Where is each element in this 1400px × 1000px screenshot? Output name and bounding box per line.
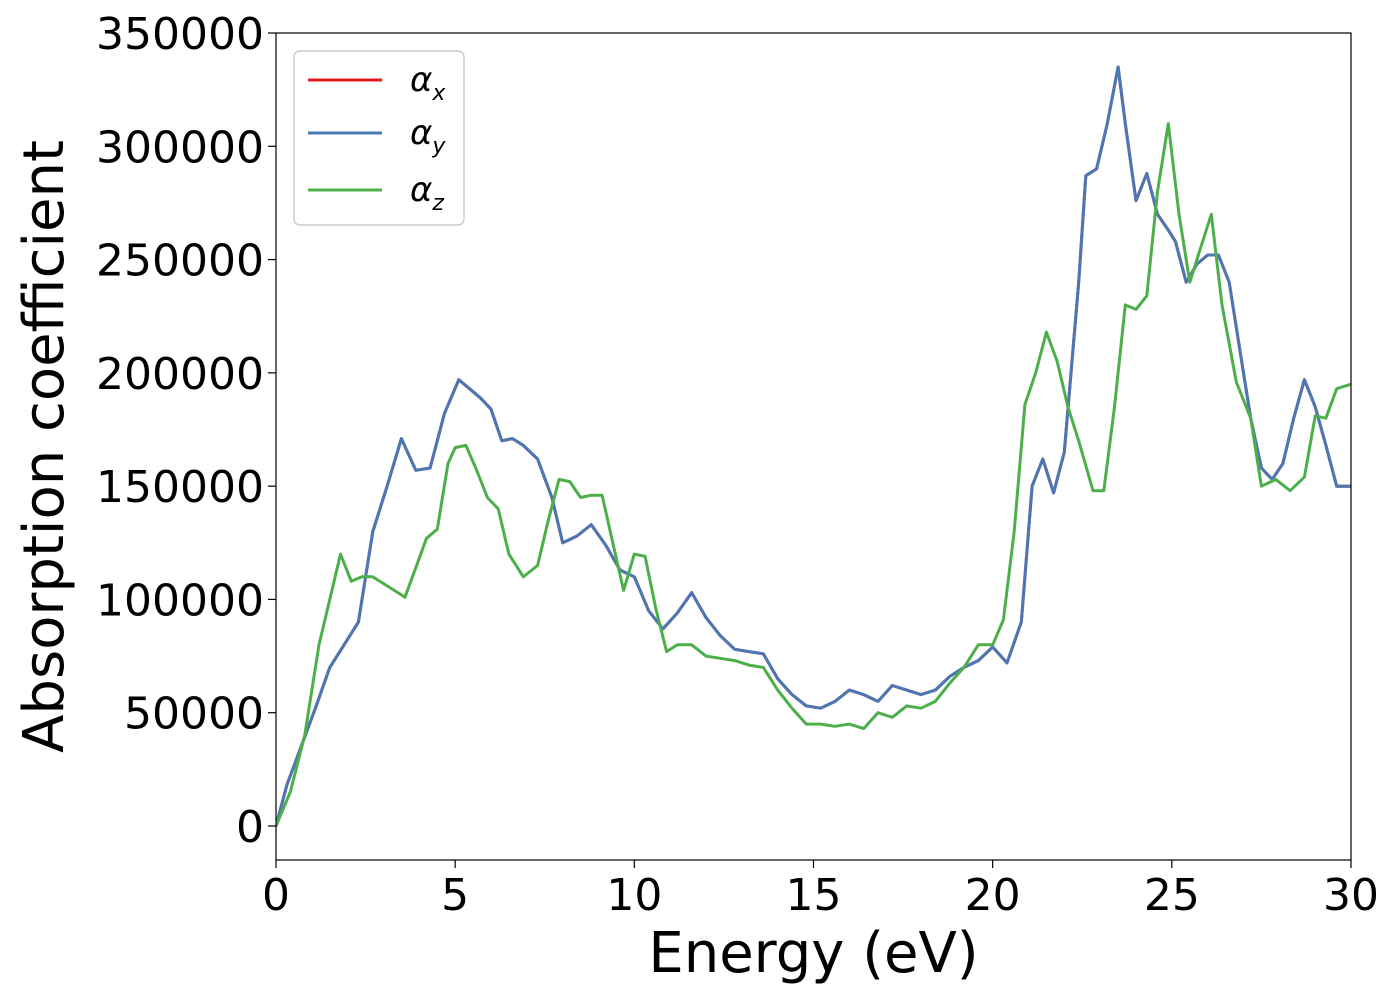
- legend-box: [293, 50, 465, 226]
- y-tick-label: 350000: [96, 9, 264, 60]
- y-tick-label: 250000: [96, 236, 264, 287]
- x-tick-label: 5: [441, 870, 469, 921]
- legend: αx αy αz: [293, 50, 465, 226]
- y-tick-label: 100000: [96, 575, 264, 626]
- x-axis-label: Energy (eV): [648, 921, 978, 986]
- y-tick-label: 0: [236, 802, 264, 853]
- legend-label-x: αx: [410, 60, 446, 106]
- plot-lines: [276, 65, 1351, 828]
- legend-label-y: αy: [410, 113, 446, 159]
- series-line-z: [276, 122, 1351, 828]
- y-tick-label: 150000: [96, 462, 264, 513]
- y-tick-label: 200000: [96, 349, 264, 400]
- x-tick-label: 0: [262, 870, 290, 921]
- x-tick-label: 10: [606, 870, 662, 921]
- axes: 0 5 10 15 20 25 30 0 50000 100000 150000 200000 2500…: [96, 9, 1379, 921]
- y-tick-label: 50000: [124, 689, 264, 740]
- x-tick-label: 25: [1144, 870, 1200, 921]
- y-tick-label: 300000: [96, 122, 264, 173]
- x-tick-label: 20: [965, 870, 1021, 921]
- legend-label-z: αz: [410, 170, 444, 216]
- x-tick-label: 15: [786, 870, 842, 921]
- x-tick-label: 30: [1323, 870, 1379, 921]
- y-axis-label: Absorption coefficient: [12, 140, 77, 753]
